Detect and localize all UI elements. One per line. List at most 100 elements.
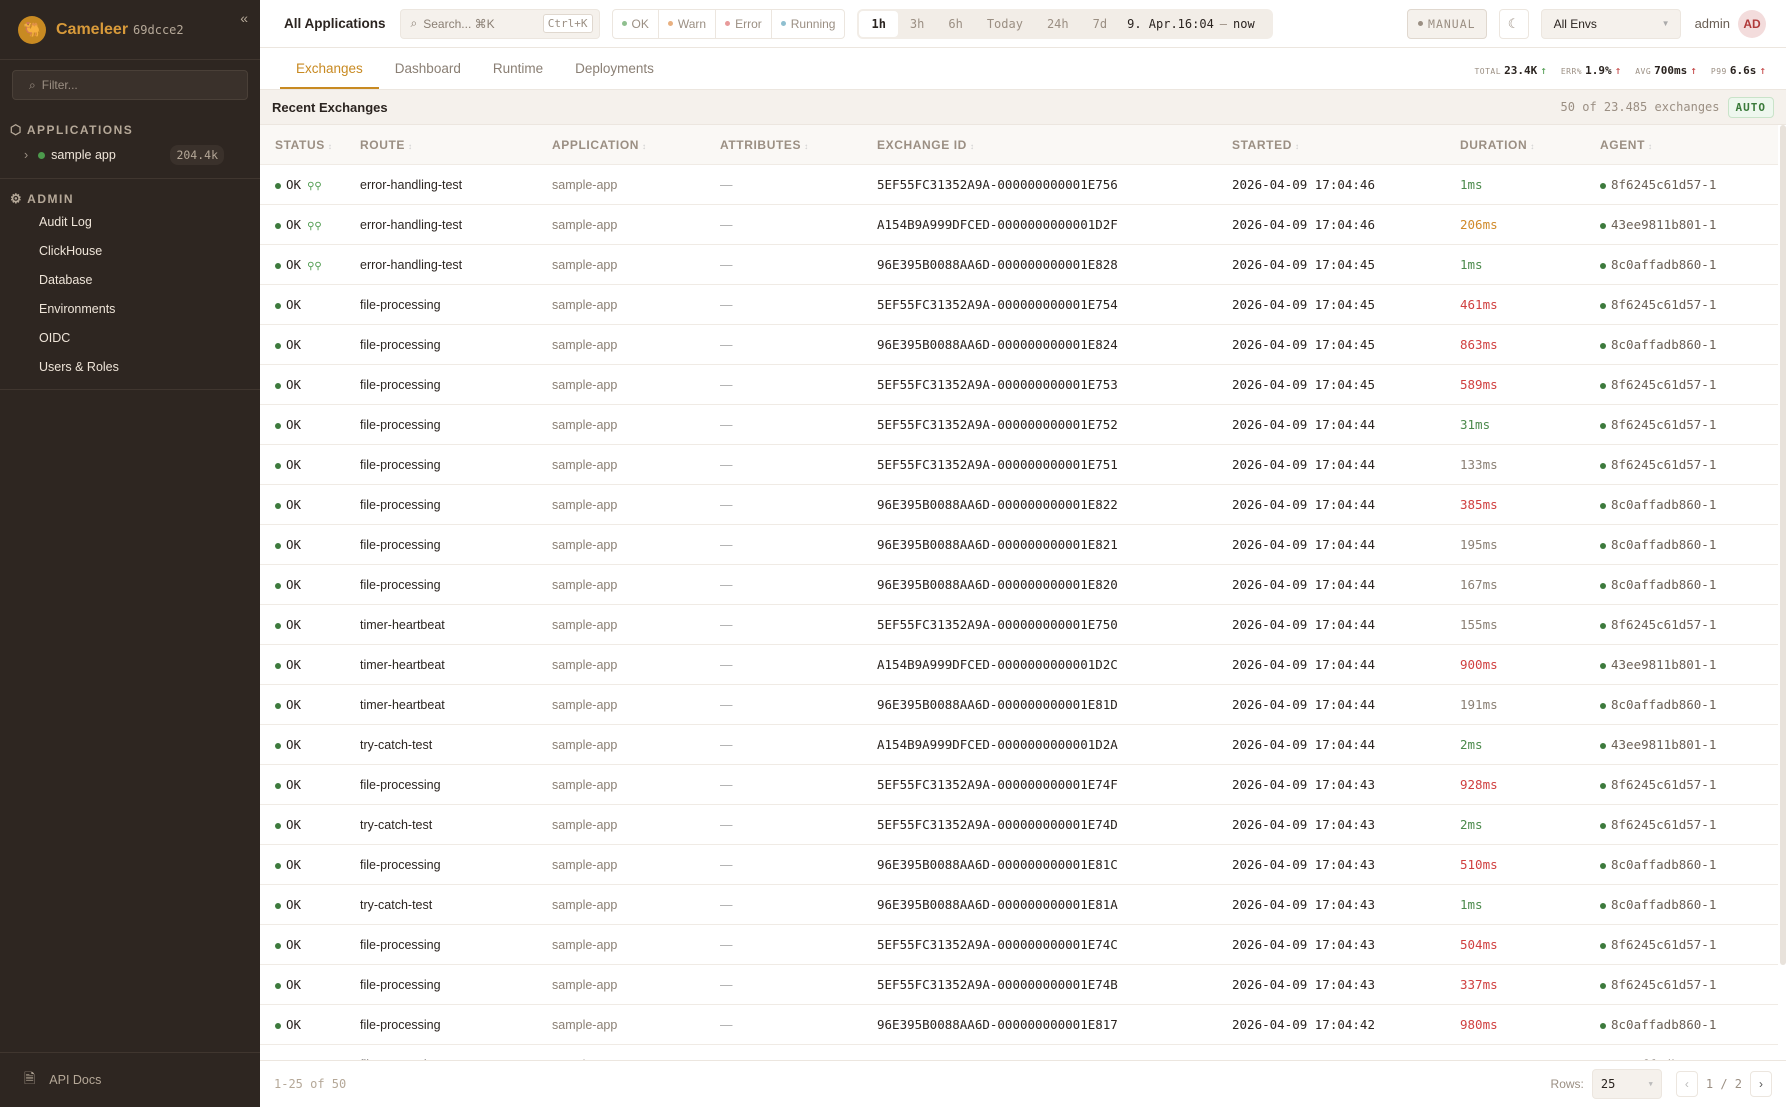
route-cell[interactable]: timer-heartbeat	[360, 617, 445, 632]
tab-runtime[interactable]: Runtime	[492, 61, 544, 76]
table-row[interactable]: OK file-processing sample-app — 5EF55FC31352…	[260, 925, 1778, 965]
agent-cell[interactable]: 8f6245c61d57-1	[1600, 417, 1716, 432]
sidebar-item-users-roles[interactable]: Users & Roles	[39, 359, 119, 374]
table-row[interactable]: OK file-processing sample-app — 96E395B0088A…	[260, 1045, 1778, 1060]
exchange-id-cell[interactable]: 96E395B0088AA6D-000000000001E824	[877, 337, 1118, 352]
table-row[interactable]: OK file-processing sample-app — 96E395B0088A…	[260, 525, 1778, 565]
agent-cell[interactable]: 8f6245c61d57-1	[1600, 377, 1716, 392]
agent-cell[interactable]: 8c0affadb860-1	[1600, 257, 1716, 272]
route-cell[interactable]: timer-heartbeat	[360, 657, 445, 672]
agent-cell[interactable]: 8f6245c61d57-1	[1600, 777, 1716, 792]
agent-cell[interactable]: 8f6245c61d57-1	[1600, 617, 1716, 632]
sidebar-item-clickhouse[interactable]: ClickHouse	[39, 243, 103, 258]
agent-cell[interactable]: 8c0affadb860-1	[1600, 1057, 1716, 1060]
route-cell[interactable]: file-processing	[360, 497, 441, 512]
rows-per-page-select[interactable]: 25 ▼	[1591, 1069, 1662, 1099]
route-cell[interactable]: file-processing	[360, 1058, 441, 1061]
route-cell[interactable]: file-processing	[360, 577, 441, 592]
exchange-id-cell[interactable]: 5EF55FC31352A9A-000000000001E753	[877, 377, 1118, 392]
table-row[interactable]: OK file-processing sample-app — 5EF55FC31352…	[260, 285, 1778, 325]
agent-cell[interactable]: 8c0affadb860-1	[1600, 577, 1716, 592]
exchange-id-cell[interactable]: 5EF55FC31352A9A-000000000001E74C	[877, 937, 1118, 952]
sidebar-item-database[interactable]: Database	[39, 272, 93, 287]
status-filter-ok[interactable]: OK	[613, 9, 659, 38]
time-range-6h[interactable]: 6h	[948, 16, 963, 31]
table-row[interactable]: OK file-processing sample-app — 5EF55FC31352…	[260, 405, 1778, 445]
agent-cell[interactable]: 43ee9811b801-1	[1600, 737, 1716, 752]
avatar[interactable]: AD	[1738, 9, 1766, 38]
route-cell[interactable]: file-processing	[360, 337, 441, 352]
exchange-id-cell[interactable]: 96E395B0088AA6D-000000000001E815	[877, 1057, 1118, 1060]
table-row[interactable]: OK file-processing sample-app — 5EF55FC31352…	[260, 965, 1778, 1005]
route-cell[interactable]: error-handling-test	[360, 217, 463, 232]
status-filter-warn[interactable]: Warn	[659, 9, 717, 38]
column-header-started[interactable]: STARTED ↕	[1232, 138, 1300, 152]
route-cell[interactable]: file-processing	[360, 1017, 441, 1032]
exchange-id-cell[interactable]: 5EF55FC31352A9A-000000000001E752	[877, 417, 1118, 432]
route-cell[interactable]: file-processing	[360, 857, 441, 872]
search-input[interactable]: ⌕ Search... ⌘K Ctrl+K	[399, 8, 600, 39]
exchange-id-cell[interactable]: 96E395B0088AA6D-000000000001E820	[877, 577, 1118, 592]
column-header-duration[interactable]: DURATION ↕	[1460, 138, 1535, 152]
table-row[interactable]: OK file-processing sample-app — 96E395B0088A…	[260, 485, 1778, 525]
agent-cell[interactable]: 8f6245c61d57-1	[1600, 937, 1716, 952]
exchange-id-cell[interactable]: 5EF55FC31352A9A-000000000001E74D	[877, 817, 1118, 832]
agent-cell[interactable]: 43ee9811b801-1	[1600, 657, 1716, 672]
collapse-sidebar-icon[interactable]: «	[240, 10, 248, 26]
route-cell[interactable]: error-handling-test	[360, 177, 463, 192]
api-docs-link[interactable]: 🗎 API Docs	[0, 1052, 260, 1107]
route-cell[interactable]: try-catch-test	[360, 817, 433, 832]
route-cell[interactable]: error-handling-test	[360, 257, 463, 272]
time-range-7d[interactable]: 7d	[1092, 16, 1108, 31]
scrollbar[interactable]	[1780, 125, 1786, 965]
route-cell[interactable]: file-processing	[360, 417, 441, 432]
tab-dashboard[interactable]: Dashboard	[394, 61, 461, 76]
column-header-exchange-id[interactable]: EXCHANGE ID ↕	[877, 138, 975, 152]
sidebar-item-environments[interactable]: Environments	[39, 301, 116, 316]
route-cell[interactable]: file-processing	[360, 937, 441, 952]
refresh-mode-button[interactable]: MANUAL	[1407, 8, 1487, 39]
status-filter-running[interactable]: Running	[772, 10, 845, 38]
agent-cell[interactable]: 8c0affadb860-1	[1600, 857, 1716, 872]
route-cell[interactable]: timer-heartbeat	[360, 697, 445, 712]
table-row[interactable]: OK try-catch-test sample-app — 96E395B0088AA…	[260, 885, 1778, 925]
exchange-id-cell[interactable]: 96E395B0088AA6D-000000000001E817	[877, 1017, 1118, 1032]
prev-page-button[interactable]: ‹	[1675, 1071, 1698, 1097]
chevron-right-icon[interactable]: ›	[24, 148, 29, 162]
route-cell[interactable]: try-catch-test	[360, 737, 433, 752]
agent-cell[interactable]: 43ee9811b801-1	[1600, 217, 1716, 232]
exchange-id-cell[interactable]: 96E395B0088AA6D-000000000001E828	[877, 257, 1118, 272]
column-header-status[interactable]: STATUS ↕	[275, 138, 332, 152]
column-header-application[interactable]: APPLICATION ↕	[552, 138, 647, 152]
agent-cell[interactable]: 8c0affadb860-1	[1600, 1017, 1716, 1032]
agent-cell[interactable]: 8c0affadb860-1	[1600, 337, 1716, 352]
column-header-route[interactable]: ROUTE ↕	[360, 138, 413, 152]
agent-cell[interactable]: 8f6245c61d57-1	[1600, 817, 1716, 832]
agent-cell[interactable]: 8f6245c61d57-1	[1600, 177, 1716, 192]
agent-cell[interactable]: 8f6245c61d57-1	[1600, 977, 1716, 992]
table-row[interactable]: OK timer-heartbeat sample-app — 96E395B0088A…	[260, 685, 1778, 725]
sidebar-item-audit-log[interactable]: Audit Log	[39, 214, 92, 229]
exchange-id-cell[interactable]: 96E395B0088AA6D-000000000001E81A	[877, 897, 1118, 912]
table-row[interactable]: OK file-processing sample-app — 5EF55FC31352…	[260, 365, 1778, 405]
agent-cell[interactable]: 8c0affadb860-1	[1600, 697, 1716, 712]
exchange-id-cell[interactable]: 96E395B0088AA6D-000000000001E821	[877, 537, 1118, 552]
table-row[interactable]: OK timer-heartbeat sample-app — 5EF55FC31352…	[260, 605, 1778, 645]
exchange-id-cell[interactable]: A154B9A999DFCED-0000000000001D2F	[877, 217, 1118, 232]
exchange-id-cell[interactable]: 5EF55FC31352A9A-000000000001E74F	[877, 777, 1118, 792]
table-row[interactable]: OK file-processing sample-app — 96E395B0088A…	[260, 325, 1778, 365]
status-filter-error[interactable]: Error	[716, 9, 772, 38]
route-cell[interactable]: file-processing	[360, 457, 441, 472]
environment-select[interactable]: All Envs ▼	[1540, 8, 1681, 39]
sidebar-item-oidc[interactable]: OIDC	[39, 330, 71, 345]
agent-cell[interactable]: 8c0affadb860-1	[1600, 497, 1716, 512]
table-row[interactable]: OK ⚲⚲ error-handling-test sample-app — 5EF55F…	[260, 165, 1778, 205]
sidebar-filter-input[interactable]: ⌕ Filter...	[12, 70, 248, 100]
tab-deployments[interactable]: Deployments	[575, 61, 654, 76]
table-row[interactable]: OK ⚲⚲ error-handling-test sample-app — A154B9…	[260, 205, 1778, 245]
exchange-id-cell[interactable]: 96E395B0088AA6D-000000000001E81C	[877, 857, 1118, 872]
theme-toggle-moon-icon[interactable]: ☾	[1498, 8, 1529, 39]
table-row[interactable]: OK try-catch-test sample-app — A154B9A999DFC…	[260, 725, 1778, 765]
route-cell[interactable]: file-processing	[360, 977, 441, 992]
time-range-24h[interactable]: 24h	[1046, 16, 1069, 31]
